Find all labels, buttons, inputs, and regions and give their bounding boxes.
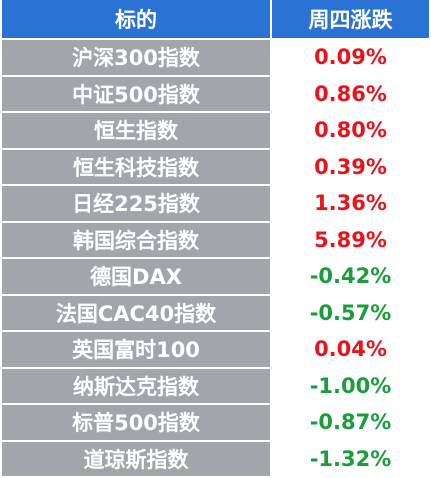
index-name: 标普500指数 <box>2 405 270 440</box>
index-name: 纳斯达克指数 <box>2 368 270 403</box>
index-name: 沪深300指数 <box>2 40 270 75</box>
index-name: 法国CAC40指数 <box>2 295 270 330</box>
index-change: 0.39% <box>272 149 429 184</box>
index-change: 0.86% <box>272 76 429 111</box>
header-cell: 周四涨跌 <box>272 0 429 38</box>
index-name: 德国DAX <box>2 259 270 294</box>
index-change: 0.04% <box>272 332 429 367</box>
index-name: 英国富时100 <box>2 332 270 367</box>
index-name: 中证500指数 <box>2 76 270 111</box>
index-name: 韩国综合指数 <box>2 222 270 257</box>
index-change: -0.87% <box>272 405 429 440</box>
index-name: 道琼斯指数 <box>2 441 270 476</box>
index-change: 0.09% <box>272 40 429 75</box>
index-name: 恒生科技指数 <box>2 149 270 184</box>
index-change: 5.89% <box>272 222 429 257</box>
index-name: 恒生指数 <box>2 113 270 148</box>
index-change: 1.36% <box>272 186 429 221</box>
index-name: 日经225指数 <box>2 186 270 221</box>
index-change: -1.00% <box>272 368 429 403</box>
index-change: 0.80% <box>272 113 429 148</box>
index-change: -0.42% <box>272 259 429 294</box>
header-cell: 标的 <box>2 0 270 38</box>
index-change: -1.32% <box>272 441 429 476</box>
index-change: -0.57% <box>272 295 429 330</box>
